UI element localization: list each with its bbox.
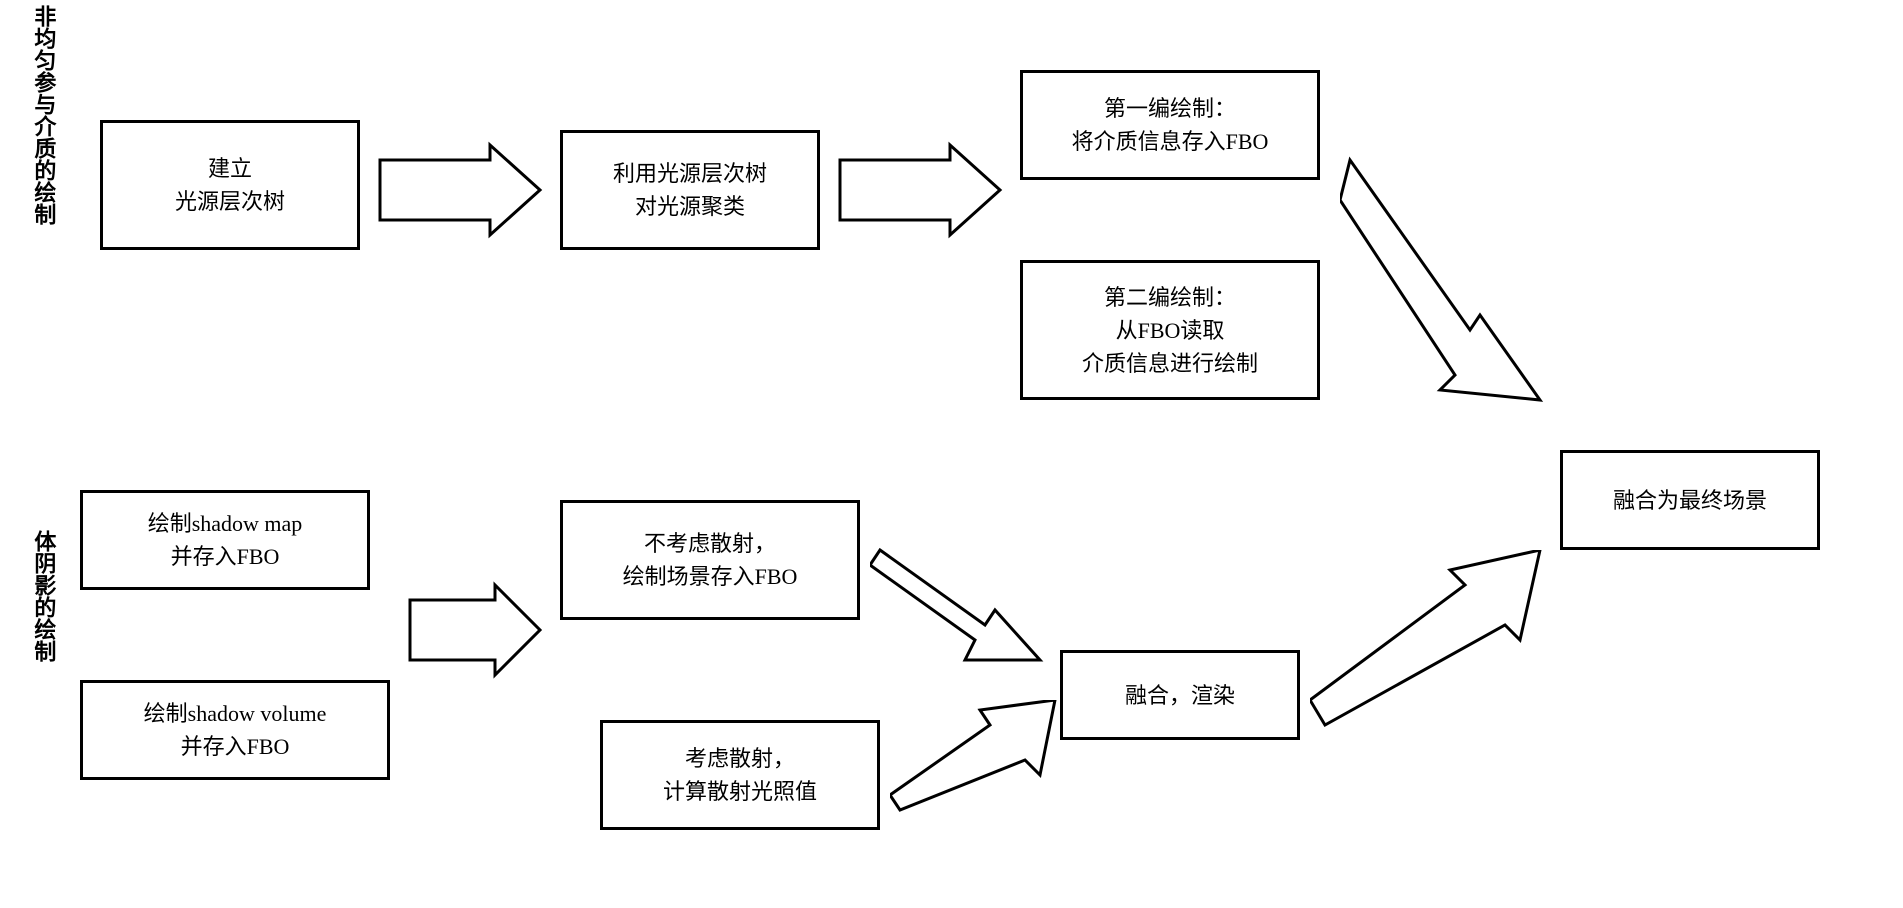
box-build-tree: 建立光源层次树 xyxy=(100,120,360,250)
label-bottom-section: 体阴影的绘制 xyxy=(30,530,56,662)
box-shadow-map-text: 绘制shadow map并存入FBO xyxy=(148,507,303,573)
box-shadow-volume-text: 绘制shadow volume并存入FBO xyxy=(144,697,327,763)
box-merge-render: 融合，渲染 xyxy=(1060,650,1300,740)
box-scatter: 考虑散射，计算散射光照值 xyxy=(600,720,880,830)
box-shadow-map: 绘制shadow map并存入FBO xyxy=(80,490,370,590)
arrow-a2-a34 xyxy=(830,140,1010,240)
label-top-section: 非均匀参与介质的绘制 xyxy=(30,5,56,225)
box-cluster: 利用光源层次树对光源聚类 xyxy=(560,130,820,250)
box-no-scatter-text: 不考虑散射，绘制场景存入FBO xyxy=(623,527,798,593)
arrow-a34-final xyxy=(1340,140,1560,420)
box-second-pass-text: 第二编绘制：从FBO读取介质信息进行绘制 xyxy=(1082,281,1258,380)
box-final: 融合为最终场景 xyxy=(1560,450,1820,550)
box-scatter-text: 考虑散射，计算散射光照值 xyxy=(663,742,817,808)
arrow-b5-final xyxy=(1310,550,1550,730)
box-no-scatter: 不考虑散射，绘制场景存入FBO xyxy=(560,500,860,620)
arrow-b12-b34 xyxy=(400,580,550,680)
box-first-pass-text: 第一编绘制：将介质信息存入FBO xyxy=(1072,92,1269,158)
box-first-pass: 第一编绘制：将介质信息存入FBO xyxy=(1020,70,1320,180)
arrow-a1-a2 xyxy=(370,140,550,240)
box-second-pass: 第二编绘制：从FBO读取介质信息进行绘制 xyxy=(1020,260,1320,400)
box-build-tree-text: 建立光源层次树 xyxy=(175,152,285,218)
box-cluster-text: 利用光源层次树对光源聚类 xyxy=(613,157,767,223)
box-shadow-volume: 绘制shadow volume并存入FBO xyxy=(80,680,390,780)
arrow-b4-b5 xyxy=(890,700,1060,820)
arrow-b3-b5 xyxy=(870,540,1050,670)
box-final-text: 融合为最终场景 xyxy=(1613,484,1767,517)
box-merge-render-text: 融合，渲染 xyxy=(1125,679,1235,712)
